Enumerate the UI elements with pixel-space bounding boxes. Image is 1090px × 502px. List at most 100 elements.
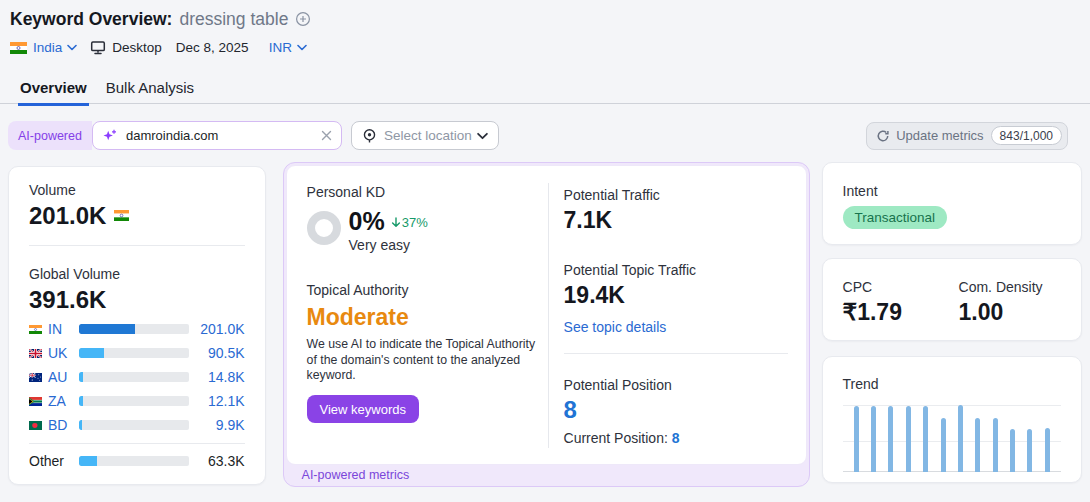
tab-overview[interactable]: Overview (18, 79, 89, 106)
other-volume-value: 63.3K (189, 453, 245, 469)
page-header: Keyword Overview: dressing table India D… (0, 0, 1090, 106)
see-topic-details-link[interactable]: See topic details (564, 319, 788, 335)
other-label: Other (29, 453, 79, 469)
potential-column: Potential Traffic 7.1K Potential Topic T… (544, 166, 806, 464)
topical-authority-value: Moderate (307, 305, 544, 329)
global-volume-label: Global Volume (29, 266, 245, 282)
topical-authority-description: We use AI to indicate the Topical Author… (307, 337, 539, 384)
volume-bar-fill (79, 324, 135, 334)
trend-bar (975, 418, 980, 472)
country-dropdown[interactable]: India (10, 40, 77, 55)
uk-flag-icon (29, 349, 42, 358)
country-volume-link[interactable]: 201.0K (189, 321, 245, 337)
domain-input-wrap[interactable] (92, 121, 342, 150)
india-flag-icon (114, 210, 129, 221)
title-row: Keyword Overview: dressing table (10, 8, 1090, 30)
vertical-divider (548, 183, 549, 448)
right-column: Intent Transactional CPC ₹1.79 Com. Dens… (822, 162, 1082, 483)
toolbar: AI-powered Select location Update metric… (8, 121, 1082, 150)
device-label: Desktop (112, 40, 162, 55)
topical-authority-label: Topical Authority (307, 282, 544, 298)
country-row-other: Other 63.3K (29, 454, 245, 468)
location-select[interactable]: Select location (351, 121, 499, 150)
india-flag-icon (10, 42, 27, 54)
volume-bar-fill (79, 372, 83, 382)
potential-position-label: Potential Position (564, 377, 788, 393)
volume-bar-track (79, 324, 189, 334)
keyword-text: dressing table (179, 8, 288, 30)
density-label: Com. Density (959, 279, 1043, 295)
country-code-link[interactable]: UK (48, 345, 79, 361)
density-value: 1.00 (959, 300, 1043, 324)
update-metrics-button[interactable]: Update metrics 843/1,000 (866, 122, 1068, 150)
volume-bar-fill (79, 396, 83, 406)
divider (29, 245, 245, 246)
view-keywords-button[interactable]: View keywords (307, 395, 419, 423)
trend-chart-bars (843, 405, 1061, 472)
volume-value: 201.0K (29, 203, 245, 228)
device-indicator: Desktop (90, 40, 162, 55)
trend-bar (906, 406, 911, 472)
potential-traffic-value: 7.1K (564, 208, 788, 232)
ai-domain-input-group: AI-powered (8, 121, 342, 150)
personal-kd-label: Personal KD (307, 184, 544, 200)
country-row-uk: UK 90.5K (29, 346, 245, 360)
main-content: Volume 201.0K Global Volume 391.6K IN 20… (8, 162, 1082, 487)
potential-topic-traffic-value: 19.4K (564, 283, 788, 307)
country-volume-link[interactable]: 90.5K (189, 345, 245, 361)
current-position-label: Current Position: (564, 430, 668, 446)
page-title: Keyword Overview: (10, 8, 172, 30)
trend-bar (1045, 428, 1050, 472)
currency-label: INR (269, 40, 292, 55)
intent-card: Intent Transactional (822, 162, 1082, 245)
refresh-icon (876, 129, 890, 143)
country-volume-link[interactable]: 14.8K (189, 369, 245, 385)
kd-change: 37% (391, 215, 428, 230)
current-position-value: 8 (672, 430, 680, 446)
volume-number: 201.0K (29, 203, 106, 228)
volume-card: Volume 201.0K Global Volume 391.6K IN 20… (8, 166, 266, 485)
volume-bar-track (79, 456, 189, 466)
currency-dropdown[interactable]: INR (269, 40, 307, 55)
volume-bar-track (79, 348, 189, 358)
kd-change-value: 37% (402, 215, 428, 230)
country-volume-link[interactable]: 9.9K (189, 417, 245, 433)
kd-difficulty-label: Very easy (349, 237, 428, 253)
country-row-in: IN 201.0K (29, 322, 245, 336)
kd-row: 0% 37% Very easy (307, 208, 544, 253)
country-code-link[interactable]: IN (48, 321, 79, 337)
trend-bar (854, 406, 859, 472)
update-metrics-label: Update metrics (896, 128, 983, 143)
country-code-link[interactable]: BD (48, 417, 79, 433)
cpc-block: CPC ₹1.79 (843, 279, 959, 320)
clear-input-icon[interactable] (321, 130, 332, 141)
divider (564, 353, 788, 354)
potential-position-value: 8 (564, 398, 788, 422)
intent-label: Intent (843, 183, 1061, 199)
volume-label: Volume (29, 182, 245, 198)
country-code-link[interactable]: AU (48, 369, 79, 385)
volume-bar-fill (79, 456, 97, 466)
country-label: India (33, 40, 62, 55)
divider (29, 443, 245, 444)
country-volume-link[interactable]: 12.1K (189, 393, 245, 409)
bd-flag-icon (29, 421, 42, 430)
trend-bar (1027, 429, 1032, 472)
tab-bulk-analysis[interactable]: Bulk Analysis (104, 79, 196, 106)
cpc-label: CPC (843, 279, 959, 295)
country-distribution: IN 201.0K UK 90.5K AU 14.8K ZA 12.1K (29, 322, 245, 468)
ai-powered-badge: AI-powered (8, 121, 92, 150)
country-code-link[interactable]: ZA (48, 393, 79, 409)
trend-bar (888, 406, 893, 472)
volume-bar-track (79, 396, 189, 406)
quota-pill: 843/1,000 (991, 126, 1062, 145)
current-position: Current Position: 8 (564, 430, 788, 446)
add-keyword-icon[interactable] (295, 11, 311, 27)
cpc-value: ₹1.79 (843, 300, 959, 324)
ai-metrics-wrapper: Personal KD 0% 37% Very easy (283, 162, 810, 487)
domain-input[interactable] (124, 127, 321, 144)
trend-bar (871, 406, 876, 472)
global-volume-value: 391.6K (29, 287, 245, 312)
location-placeholder: Select location (384, 128, 472, 143)
au-flag-icon (29, 373, 42, 382)
